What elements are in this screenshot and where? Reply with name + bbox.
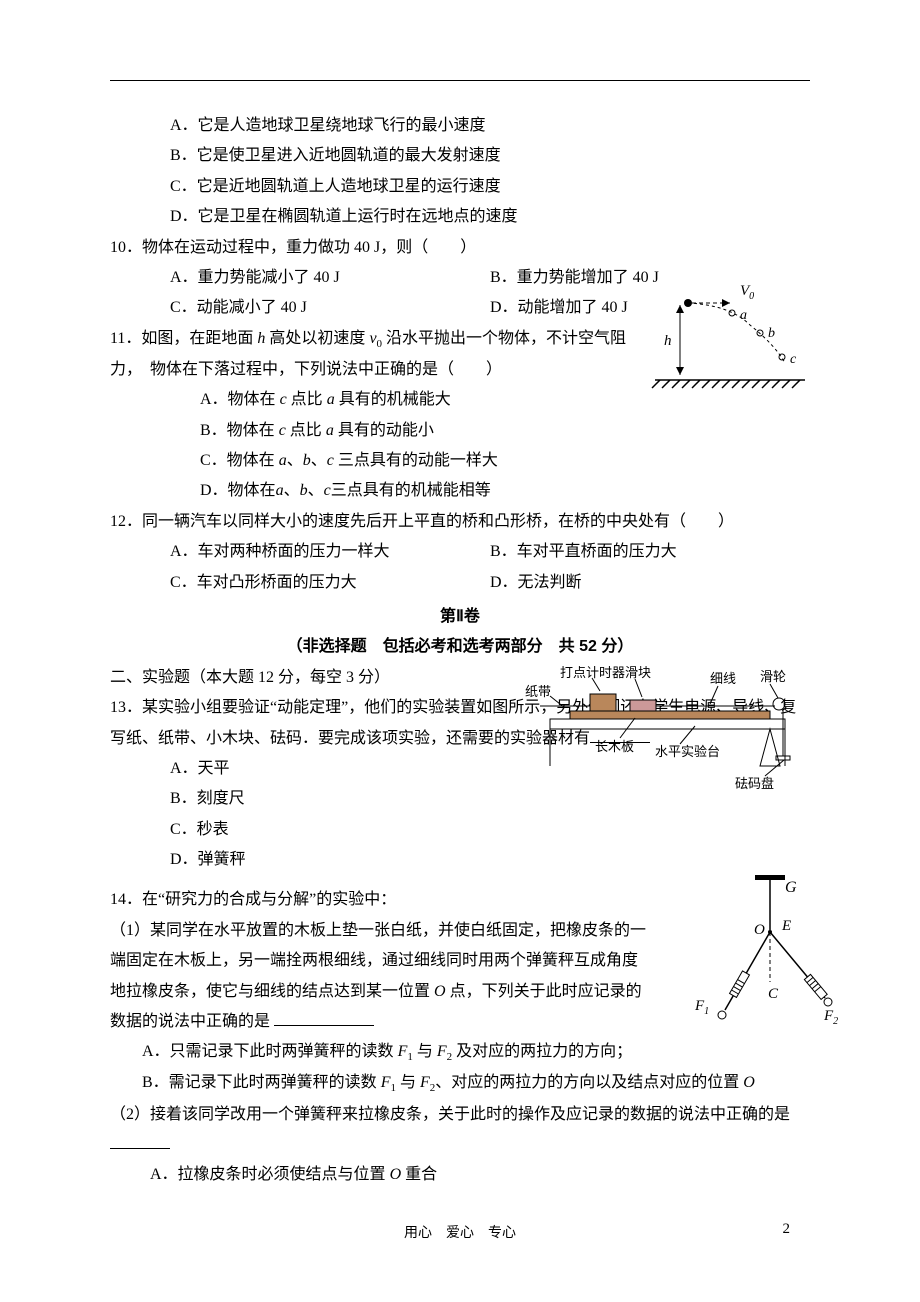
q11-option-c: C．物体在 a、b、c 三点具有的动能一样大 bbox=[110, 446, 810, 476]
q11-c-a: a bbox=[279, 452, 287, 469]
q11-a-post: 具有的机械能大 bbox=[335, 391, 451, 408]
q14-option-a2: A．拉橡皮条时必须使结点与位置 O 重合 bbox=[110, 1160, 810, 1190]
q11-figure: V0 a b c h bbox=[650, 285, 810, 385]
q11-c-s1: 、 bbox=[287, 452, 303, 469]
q9-option-b: B．它是使卫星进入近地圆轨道的最大发射速度 bbox=[110, 141, 810, 171]
q12-option-d: D．无法判断 bbox=[490, 568, 810, 598]
q11-option-d: D．物体在a、b、c三点具有的机械能相等 bbox=[110, 476, 810, 506]
q11-option-b: B．物体在 c 点比 a 具有的动能小 bbox=[110, 416, 810, 446]
q14-p2-pre: （2）接着该同学改用一个弹簧秤来拉橡皮条，关于此时的操作及应记录的数据的说法中正… bbox=[110, 1106, 790, 1123]
q14-p1-O: O bbox=[434, 983, 446, 1000]
q11-d-s1: 、 bbox=[284, 482, 300, 499]
q14-option-a: A．只需记录下此时两弹簧秤的读数 F1 与 F2 及对应的两拉力的方向； bbox=[110, 1037, 810, 1068]
svg-text:a: a bbox=[740, 308, 747, 323]
svg-text:C: C bbox=[768, 986, 779, 1002]
q14-a-f1: F bbox=[398, 1043, 408, 1060]
svg-text:O: O bbox=[754, 922, 765, 938]
q14-b-O: O bbox=[743, 1074, 755, 1091]
top-divider bbox=[110, 80, 810, 81]
q11-d-s2: 、 bbox=[308, 482, 324, 499]
q12-row1: A．车对两种桥面的压力一样大 B．车对平直桥面的压力大 bbox=[110, 537, 810, 567]
q11-stem-prefix: 11．如图，在距地面 bbox=[110, 330, 257, 347]
q11-c-post: 三点具有的动能一样大 bbox=[334, 452, 498, 469]
q11-d-a: a bbox=[276, 482, 284, 499]
q11-d-post: 三点具有的机械能相等 bbox=[331, 482, 491, 499]
svg-text:c: c bbox=[790, 352, 797, 367]
svg-text:E: E bbox=[781, 918, 791, 934]
q14-b-f2: F bbox=[420, 1074, 430, 1091]
svg-text:细线: 细线 bbox=[710, 671, 736, 686]
svg-text:b: b bbox=[768, 326, 775, 341]
q9-option-a: A．它是人造地球卫星绕地球飞行的最小速度 bbox=[110, 111, 810, 141]
q11-d-pre: D．物体在 bbox=[200, 482, 276, 499]
svg-text:滑块: 滑块 bbox=[625, 666, 651, 680]
q10-option-a: A．重力势能减小了 40 J bbox=[170, 263, 490, 293]
q13-figure: 打点计时器 滑块 细线 滑轮 纸带 长木板 水平实验台 砝码盘 bbox=[520, 666, 810, 786]
svg-text:G: G bbox=[785, 879, 797, 896]
q14-a2-O: O bbox=[390, 1166, 402, 1183]
svg-text:F1: F1 bbox=[694, 998, 709, 1017]
q11-b-post: 具有的动能小 bbox=[334, 422, 434, 439]
q14-p1-blank bbox=[274, 1010, 374, 1026]
q11-b-a: a bbox=[326, 422, 334, 439]
page-footer: 用心 爱心 专心 bbox=[110, 1221, 810, 1248]
q11-c-c: c bbox=[327, 452, 334, 469]
q11-b-pre: B．物体在 bbox=[200, 422, 279, 439]
q10-stem: 10．物体在运动过程中，重力做功 40 J，则（ ） bbox=[110, 233, 810, 263]
svg-text:砝码盘: 砝码盘 bbox=[735, 776, 774, 791]
svg-text:F2: F2 bbox=[823, 1008, 838, 1027]
q11-stem-mid1: 高处以初速度 bbox=[265, 330, 369, 347]
q11-a-a: a bbox=[327, 391, 335, 408]
q14-a-f2: F bbox=[437, 1043, 447, 1060]
q13-option-c: C．秒表 bbox=[110, 815, 810, 845]
q14-a-pre: A．只需记录下此时两弹簧秤的读数 bbox=[142, 1043, 398, 1060]
q14-a-post: 及对应的两拉力的方向； bbox=[452, 1043, 632, 1060]
q11-a-mid: 点比 bbox=[287, 391, 327, 408]
q11-d-c: c bbox=[324, 482, 331, 499]
q11-c-s2: 、 bbox=[311, 452, 327, 469]
svg-text:水平实验台: 水平实验台 bbox=[655, 744, 720, 759]
q14-figure: G O E C F1 F2 bbox=[690, 870, 840, 1030]
svg-text:V0: V0 bbox=[740, 285, 754, 302]
q14-b-post: 、对应的两拉力的方向以及结点对应的位置 bbox=[435, 1074, 743, 1091]
q14-b-mid: 与 bbox=[396, 1074, 420, 1091]
q11-var-v0: v bbox=[369, 330, 376, 347]
page-number: 2 bbox=[783, 1215, 791, 1244]
q14-a-mid: 与 bbox=[413, 1043, 437, 1060]
q14-p2: （2）接着该同学改用一个弹簧秤来拉橡皮条，关于此时的操作及应记录的数据的说法中正… bbox=[110, 1100, 810, 1161]
q12-option-c: C．车对凸形桥面的压力大 bbox=[170, 568, 490, 598]
q11-c-pre: C．物体在 bbox=[200, 452, 279, 469]
q14-a2-pre: A．拉橡皮条时必须使结点与位置 bbox=[150, 1166, 390, 1183]
q10-option-c: C．动能减小了 40 J bbox=[170, 293, 490, 323]
svg-text:h: h bbox=[664, 333, 672, 349]
q14-b-pre: B．需记录下此时两弹簧秤的读数 bbox=[110, 1074, 381, 1091]
q14-option-b: B．需记录下此时两弹簧秤的读数 F1 与 F2、对应的两拉力的方向以及结点对应的… bbox=[110, 1068, 810, 1099]
svg-text:纸带: 纸带 bbox=[525, 684, 551, 699]
svg-text:长木板: 长木板 bbox=[595, 739, 634, 754]
section2-title: 第Ⅱ卷 bbox=[110, 602, 810, 632]
svg-text:打点计时器: 打点计时器 bbox=[560, 666, 625, 680]
q12-stem: 12．同一辆汽车以同样大小的速度先后开上平直的桥和凸形桥，在桥的中央处有（ ） bbox=[110, 507, 810, 537]
q12-option-b: B．车对平直桥面的压力大 bbox=[490, 537, 810, 567]
q12-option-a: A．车对两种桥面的压力一样大 bbox=[170, 537, 490, 567]
q11-a-pre: A．物体在 bbox=[200, 391, 280, 408]
q11-d-b: b bbox=[300, 482, 308, 499]
q12-row2: C．车对凸形桥面的压力大 D．无法判断 bbox=[110, 568, 810, 598]
q14-p2-blank bbox=[110, 1133, 170, 1149]
page: A．它是人造地球卫星绕地球飞行的最小速度 B．它是使卫星进入近地圆轨道的最大发射… bbox=[0, 0, 920, 1287]
q11-a-c: c bbox=[280, 391, 287, 408]
q14-b-f1: F bbox=[381, 1074, 391, 1091]
q11-b-c: c bbox=[279, 422, 286, 439]
q14-a2-post: 重合 bbox=[401, 1166, 437, 1183]
q9-option-d: D．它是卫星在椭圆轨道上运行时在远地点的速度 bbox=[110, 202, 810, 232]
q11-b-mid: 点比 bbox=[286, 422, 326, 439]
svg-text:滑轮: 滑轮 bbox=[760, 669, 786, 684]
q9-option-c: C．它是近地圆轨道上人造地球卫星的运行速度 bbox=[110, 172, 810, 202]
q11-c-b: b bbox=[303, 452, 311, 469]
section2-subtitle: （非选择题 包括必考和选考两部分 共 52 分） bbox=[110, 632, 810, 662]
